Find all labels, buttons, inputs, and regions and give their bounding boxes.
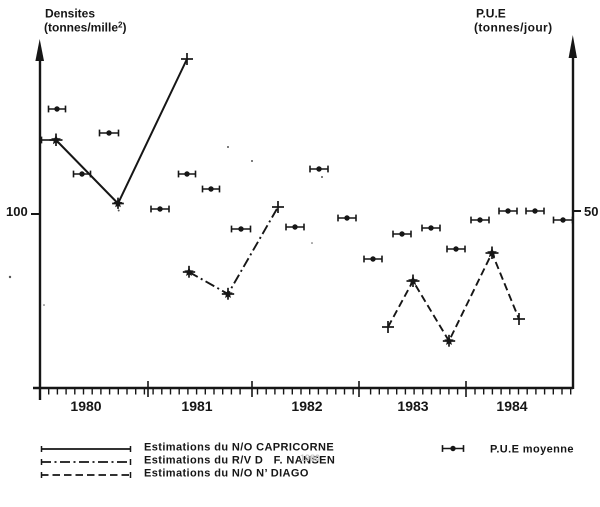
svg-text:P.U.E: P.U.E	[476, 7, 506, 21]
svg-text:Densites: Densites	[45, 7, 95, 21]
svg-text:(tonnes/jour): (tonnes/jour)	[474, 21, 553, 35]
svg-text:1981: 1981	[181, 398, 212, 414]
svg-text:Estimations du R/V D F. NANS: Estimations du R/V D F. NANSEN	[144, 455, 335, 467]
svg-text:(tonnes/mille2): (tonnes/mille2)	[44, 21, 126, 35]
svg-text:Estimations du N/O N’ DIAGO: Estimations du N/O N’ DIAGO	[144, 468, 309, 480]
svg-text:1984: 1984	[496, 398, 527, 414]
svg-text:50: 50	[584, 204, 598, 219]
svg-text:100: 100	[6, 204, 28, 219]
svg-text:1980: 1980	[70, 398, 101, 414]
svg-text:1982: 1982	[291, 398, 322, 414]
svg-text:1983: 1983	[397, 398, 428, 414]
svg-text:1980: 1980	[300, 453, 320, 463]
svg-text:Estimations du N/O CAPRICORNE: Estimations du N/O CAPRICORNE	[144, 442, 334, 454]
svg-text:P.U.E moyenne: P.U.E moyenne	[490, 444, 574, 456]
